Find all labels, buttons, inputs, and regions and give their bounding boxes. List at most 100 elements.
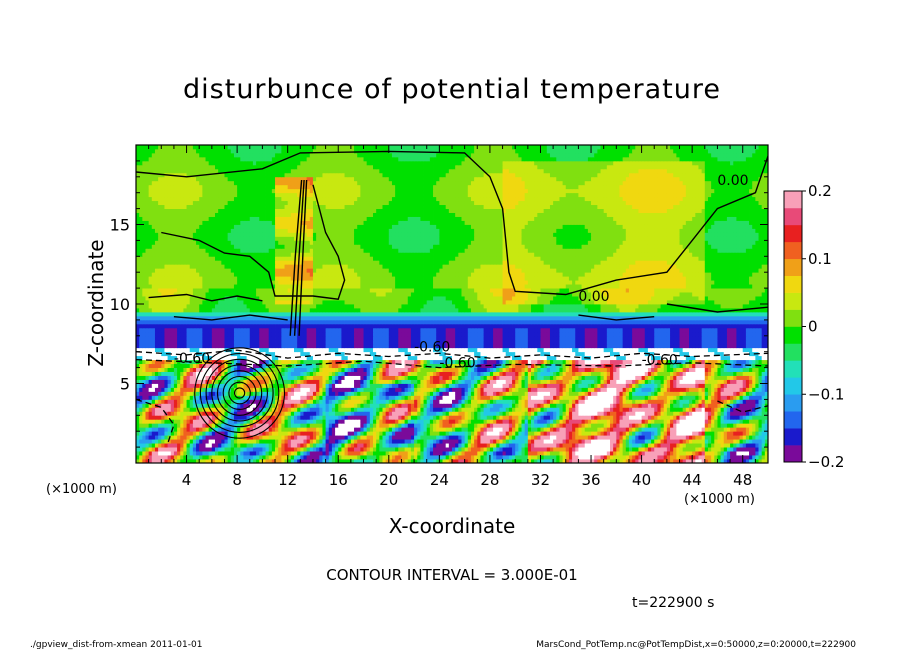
heatmap-cell: [477, 419, 481, 423]
heatmap-cell: [619, 387, 623, 391]
heatmap-cell: [341, 403, 345, 407]
heatmap-cell: [664, 415, 668, 419]
heatmap-cell: [237, 372, 241, 376]
heatmap-cell: [193, 415, 197, 419]
heatmap-cell: [313, 423, 317, 427]
heatmap-cell: [411, 395, 415, 399]
heatmap-cell: [373, 447, 377, 451]
heatmap-cell: [345, 415, 349, 419]
heatmap-cell: [228, 368, 232, 372]
heatmap-cell: [550, 391, 554, 395]
heatmap-cell: [351, 427, 355, 431]
heatmap-cell: [559, 376, 563, 380]
heatmap-cell: [468, 427, 472, 431]
heatmap-cell: [168, 431, 172, 435]
heatmap-cell: [594, 435, 598, 439]
heatmap-cell: [408, 395, 412, 399]
heatmap-cell: [310, 380, 314, 384]
heatmap-cell: [607, 368, 611, 372]
heatmap-cell: [683, 391, 687, 395]
heatmap-cell: [534, 395, 538, 399]
heatmap-cell: [503, 399, 507, 403]
heatmap-cell: [759, 431, 763, 435]
heatmap-cell: [310, 395, 314, 399]
heatmap-cell: [177, 384, 181, 388]
heatmap-cell: [496, 411, 500, 415]
heatmap-cell: [446, 372, 450, 376]
heatmap-cell: [405, 455, 409, 459]
heatmap-cell: [588, 435, 592, 439]
heatmap-cell: [471, 380, 475, 384]
heatmap-cell: [190, 447, 194, 451]
heatmap-cell: [269, 431, 273, 435]
heatmap-cell: [379, 376, 383, 380]
heatmap-cell: [556, 455, 560, 459]
heatmap-cell: [578, 395, 582, 399]
heatmap-cell: [351, 443, 355, 447]
heatmap-cell: [465, 391, 469, 395]
heatmap-cell: [575, 403, 579, 407]
heatmap-cell: [364, 380, 368, 384]
heatmap-cell: [759, 415, 763, 419]
heatmap-cell: [692, 427, 696, 431]
heatmap-cell: [212, 451, 216, 455]
heatmap-cell: [474, 395, 478, 399]
heatmap-cell: [439, 384, 443, 388]
heatmap-cell: [348, 387, 352, 391]
heatmap-cell: [512, 447, 516, 451]
heatmap-cell: [373, 380, 377, 384]
heatmap-cell: [638, 372, 642, 376]
heatmap-cell: [582, 364, 586, 368]
heatmap-cell: [525, 391, 529, 395]
heatmap-cell: [515, 395, 519, 399]
heatmap-cell: [449, 395, 453, 399]
heatmap-cell: [559, 411, 563, 415]
heatmap-cell: [493, 399, 497, 403]
heatmap-cell: [566, 423, 570, 427]
heatmap-cell: [351, 391, 355, 395]
heatmap-cell: [446, 384, 450, 388]
heatmap-cell: [594, 431, 598, 435]
heatmap-cell: [623, 423, 627, 427]
heatmap-cell: [664, 387, 668, 391]
heatmap-cell: [601, 407, 605, 411]
heatmap-cell: [401, 431, 405, 435]
heatmap-cell: [367, 415, 371, 419]
heatmap-cell: [319, 403, 323, 407]
heatmap-cell: [727, 376, 731, 380]
heatmap-cell: [635, 451, 639, 455]
heatmap-cell: [664, 399, 668, 403]
heatmap-cell: [436, 380, 440, 384]
heatmap-cell: [297, 368, 301, 372]
heatmap-cell: [291, 380, 295, 384]
heatmap-cell: [379, 439, 383, 443]
heatmap-cell: [544, 380, 548, 384]
heatmap-cell: [303, 395, 307, 399]
heatmap-cell: [613, 419, 617, 423]
heatmap-cell: [190, 435, 194, 439]
heatmap-cell: [307, 403, 311, 407]
heatmap-cell: [717, 451, 721, 455]
heatmap-cell: [676, 391, 680, 395]
heatmap-cell: [354, 435, 358, 439]
heatmap-cell: [303, 399, 307, 403]
heatmap-cell: [680, 380, 684, 384]
heatmap-cell: [392, 399, 396, 403]
heatmap-cell: [629, 439, 633, 443]
heatmap-cell: [164, 403, 168, 407]
heatmap-cell: [145, 364, 149, 368]
heatmap-cell: [322, 419, 326, 423]
heatmap-cell: [174, 415, 178, 419]
heatmap-cell: [670, 443, 674, 447]
heatmap-cell: [717, 387, 721, 391]
heatmap-cell: [310, 455, 314, 459]
heatmap-cell: [537, 376, 541, 380]
heatmap-cell: [348, 423, 352, 427]
heatmap-cell: [455, 376, 459, 380]
heatmap-cell: [563, 395, 567, 399]
heatmap-cell: [686, 399, 690, 403]
heatmap-cell: [202, 368, 206, 372]
heatmap-cell: [401, 372, 405, 376]
heatmap-cell: [585, 384, 589, 388]
heatmap-cell: [297, 439, 301, 443]
